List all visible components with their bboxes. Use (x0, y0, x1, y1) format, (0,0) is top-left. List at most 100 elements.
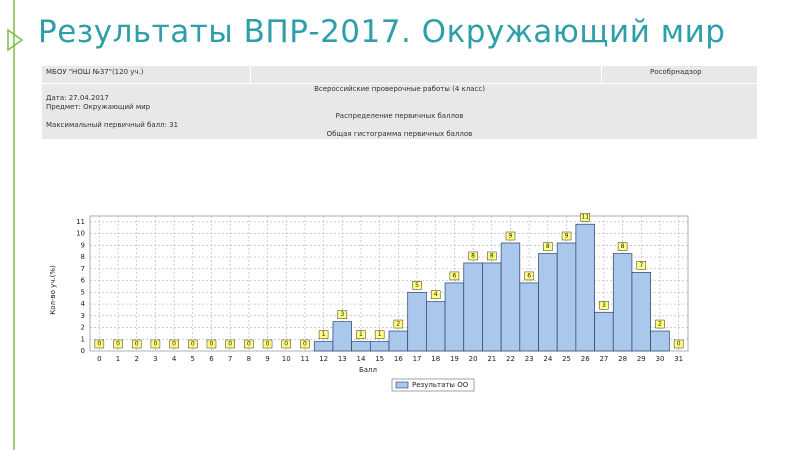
x-tick-label: 28 (618, 355, 627, 363)
x-tick-label: 4 (172, 355, 177, 363)
y-tick-label: 8 (81, 253, 85, 261)
value-label: 0 (153, 341, 157, 348)
bar (444, 282, 465, 352)
value-label: 7 (639, 262, 643, 269)
value-label-box (412, 281, 422, 290)
value-label-box (636, 261, 647, 270)
value-label-box (524, 271, 534, 281)
y-tick-label: 2 (81, 324, 85, 332)
y-tick-label: 6 (81, 277, 86, 285)
value-label-box (131, 339, 142, 349)
bar (407, 291, 427, 352)
x-tick-label: 9 (265, 355, 269, 363)
value-label-box (655, 319, 665, 329)
value-label-box (374, 330, 385, 339)
value-label-box (505, 231, 516, 241)
y-tick-label: 1 (81, 335, 85, 343)
value-label: 5 (415, 282, 419, 289)
x-tick-label: 22 (506, 355, 515, 363)
value-label: 3 (602, 302, 606, 309)
x-tick-label: 1 (116, 355, 120, 363)
y-tick-label: 0 (81, 347, 85, 355)
value-label: 6 (527, 272, 531, 279)
x-tick-label: 25 (562, 355, 571, 363)
value-label: 4 (434, 291, 438, 298)
value-label-box (244, 339, 254, 349)
value-label-box (468, 251, 478, 261)
x-tick-label: 16 (394, 355, 403, 363)
x-tick-label: 20 (469, 355, 478, 363)
value-label-box (281, 339, 291, 349)
value-label: 0 (303, 341, 307, 348)
value-label-box (94, 339, 105, 349)
value-label-box (262, 339, 273, 349)
value-label: 0 (172, 341, 176, 348)
value-label: 0 (210, 341, 214, 348)
bar (332, 321, 352, 352)
x-tick-label: 5 (191, 355, 195, 363)
value-label-box (356, 330, 366, 339)
value-label-box (206, 339, 217, 349)
value-label-box (169, 339, 179, 349)
value-label: 0 (228, 341, 232, 348)
x-tick-label: 15 (375, 355, 384, 363)
bar (500, 242, 521, 352)
value-label-box (225, 339, 235, 349)
cell: Рособрнадзор (650, 68, 702, 76)
x-tick-label: 21 (487, 355, 496, 363)
value-label: 0 (284, 341, 288, 348)
cell: МБОУ "НОШ №37"(120 уч.) (46, 68, 144, 76)
value-label-box (673, 339, 684, 349)
x-tick-label: 6 (209, 355, 214, 363)
value-label: 0 (266, 341, 270, 348)
bar (426, 301, 446, 352)
value-label: 8 (546, 243, 550, 250)
value-label: 1 (378, 331, 382, 338)
value-label-box (599, 301, 609, 310)
y-tick-label: 5 (81, 288, 85, 296)
x-tick-label: 0 (97, 355, 101, 363)
y-tick-label: 10 (76, 230, 85, 238)
value-label-box (543, 242, 553, 251)
value-label-box (580, 212, 590, 222)
value-label: 6 (452, 272, 456, 279)
value-label: 0 (191, 341, 195, 348)
bar (575, 223, 595, 352)
x-tick-label: 7 (228, 355, 232, 363)
x-tick-label: 23 (525, 355, 534, 363)
value-label: 9 (509, 233, 513, 240)
value-label-box (617, 242, 628, 251)
x-tick-label: 14 (357, 355, 366, 363)
value-label: 3 (340, 311, 344, 318)
bar (313, 341, 334, 352)
bar (463, 262, 483, 352)
y-tick-label: 7 (81, 265, 85, 273)
value-label-box (337, 310, 348, 319)
x-tick-label: 13 (338, 355, 347, 363)
x-tick-label: 10 (282, 355, 291, 363)
bar (351, 341, 371, 352)
y-tick-label: 9 (81, 241, 85, 249)
value-label-box (561, 231, 572, 241)
value-label: 2 (396, 321, 400, 328)
cell: Дата: 27.04.2017 (46, 94, 109, 102)
x-tick-label: 26 (581, 355, 590, 363)
value-label-box (393, 319, 404, 329)
legend-box (391, 378, 475, 392)
value-label-box (318, 330, 329, 339)
legend-swatch (395, 381, 409, 389)
x-tick-label: 29 (637, 355, 646, 363)
value-label-box (487, 251, 497, 261)
value-label-box (150, 339, 161, 349)
value-label: 8 (621, 243, 625, 250)
x-tick-label: 2 (134, 355, 138, 363)
x-tick-label: 19 (450, 355, 459, 363)
x-tick-label: 31 (674, 355, 683, 363)
table-row: Общая гистограмма первичных баллов (42, 129, 757, 140)
x-tick-label: 8 (247, 355, 251, 363)
bar (369, 341, 390, 352)
value-label: 0 (97, 341, 101, 348)
value-label: 1 (322, 331, 326, 338)
